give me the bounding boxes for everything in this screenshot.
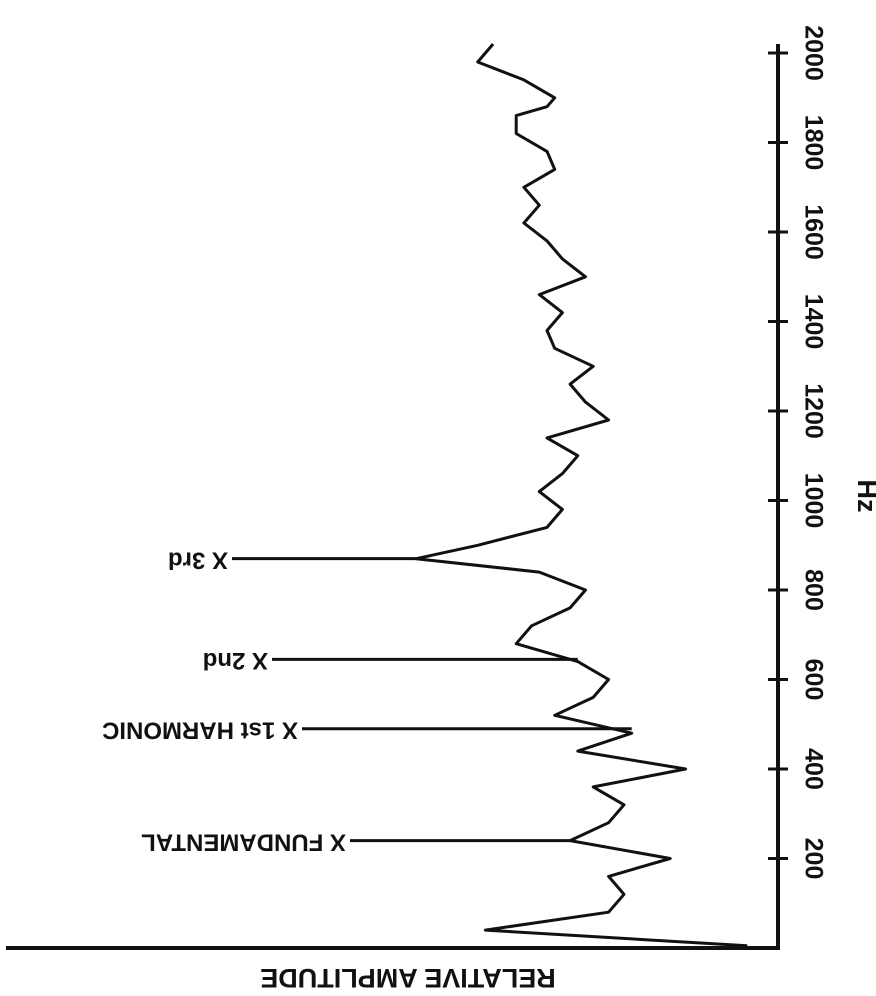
x-tick-label: 1600 xyxy=(799,204,827,260)
x-tick-label: 200 xyxy=(799,838,827,880)
harmonic-annotations: X FUNDAMENTAL X 1st HARMONIC X 2nd X 3rd xyxy=(102,546,632,855)
x-tick-label: 1800 xyxy=(799,115,827,171)
harmonic-annotation-label: X 1st HARMONIC xyxy=(102,716,298,743)
x-tick-label: 600 xyxy=(799,659,827,701)
chart-axes xyxy=(6,44,780,950)
harmonic-annotation-label: X 3rd xyxy=(168,546,228,573)
harmonic-annotation-label: X 2nd xyxy=(203,647,268,674)
spectrum-series-line xyxy=(414,43,748,948)
y-axis-title: RELATIVE AMPLITUDE xyxy=(260,963,556,993)
x-axis-title: Hz xyxy=(852,480,876,513)
harmonic-annotation-label: X FUNDAMENTAL xyxy=(141,828,346,855)
x-tick-label: 1400 xyxy=(799,294,827,350)
x-tick-label: 2000 xyxy=(799,25,827,81)
x-tick-label: 1200 xyxy=(799,383,827,439)
x-tick-label: 400 xyxy=(799,748,827,790)
x-tick-label: 1000 xyxy=(799,473,827,529)
x-axis-tick-labels: 200 400 600 800 1000 1200 1400 1600 1800 2000 xyxy=(799,25,827,879)
x-tick-label: 800 xyxy=(799,569,827,611)
x-axis-ticks xyxy=(768,51,788,860)
